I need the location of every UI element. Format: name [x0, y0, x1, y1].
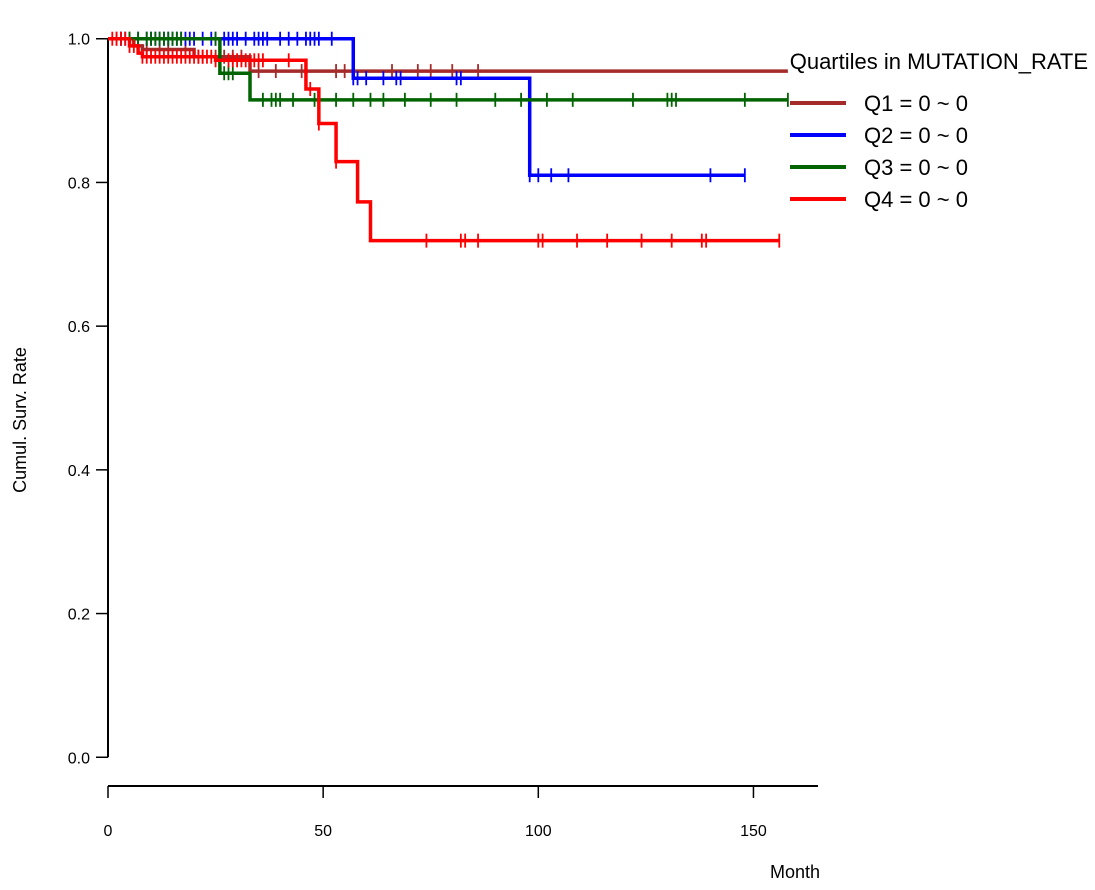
legend-label: Q2 = 0 ~ 0 [864, 123, 968, 148]
series-3 [108, 31, 789, 107]
legend-label: Q3 = 0 ~ 0 [864, 155, 968, 180]
survival-curve [108, 36, 745, 178]
y-axis: 0.0 0.2 0.4 0.6 0.8 1.0 [68, 32, 109, 767]
survival-curve [108, 36, 780, 243]
legend: Quartiles in MUTATION_RATE Q1 = 0 ~ 0 Q2 … [790, 49, 1088, 212]
legend-title: Quartiles in MUTATION_RATE [790, 49, 1088, 74]
legend-label: Q1 = 0 ~ 0 [864, 91, 968, 116]
y-axis-title: Cumul. Surv. Rate [10, 347, 30, 493]
y-tick-label: 0.8 [68, 175, 90, 192]
x-tick-label: 150 [740, 823, 767, 840]
y-tick-label: 1.0 [68, 32, 90, 49]
series-layer [108, 31, 789, 248]
x-tick-label: 0 [104, 823, 113, 840]
y-tick-label: 0.4 [68, 463, 90, 480]
y-tick-label: 0.0 [68, 750, 90, 767]
x-axis: 0 50 100 150 [104, 785, 818, 840]
y-tick-label: 0.2 [68, 607, 90, 624]
legend-label: Q4 = 0 ~ 0 [864, 187, 968, 212]
survival-curve [108, 36, 788, 102]
y-tick-label: 0.6 [68, 319, 90, 336]
x-axis-title: Month [770, 862, 820, 882]
survival-curve [108, 36, 788, 73]
series-4 [108, 31, 781, 248]
x-tick-label: 50 [314, 823, 332, 840]
x-tick-label: 100 [525, 823, 552, 840]
